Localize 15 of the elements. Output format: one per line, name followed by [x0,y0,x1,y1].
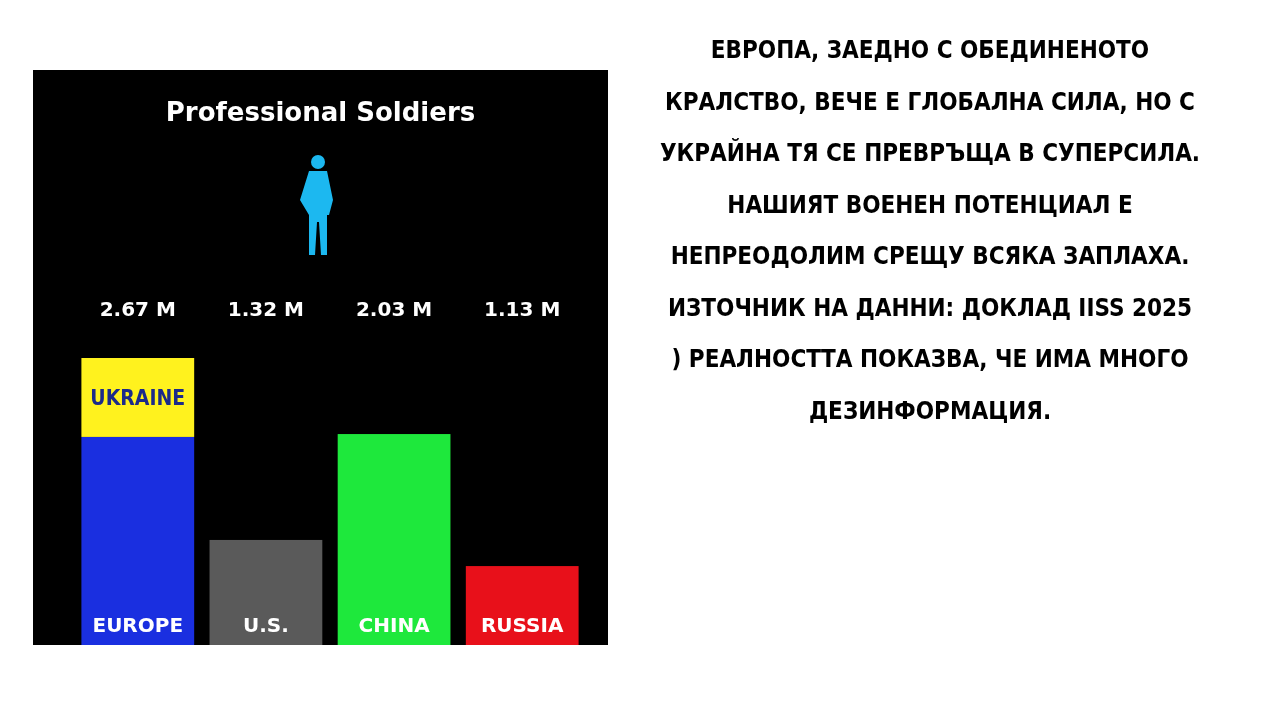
bar [337,434,451,645]
series-label: UKRAINE [90,386,186,411]
text: 2.03 M [355,297,433,321]
text: 1.32 M [227,297,305,321]
text: 2.67 M [99,297,176,321]
bar [81,436,195,645]
bar [465,566,579,645]
text: ЕВРОПА, ЗАЕДНО С ОБЕДИНЕНОТО КРАЛСТВО, ВЕЧЕ Е ГЛОБАЛНА СИЛА, НО С УКРАЙНА ТЯ СЕ ПРЕВРЪЩА В СУПЕРСИЛА. НАШИЯТ ВОЕНЕН ПОТЕНЦИАЛ Е НЕПРЕОДОЛИМ СРЕЩУ ВСЯКА ЗАПЛАХА. ИЗТОЧНИК НА ДАННИ: ДОКЛАД IISS 2025 ) РЕАЛНОСТТА ПОКАЗВА, ЧЕ ИМА МНОГО ДЕЗИНФОРМАЦИЯ. [659,36,1201,425]
x-tick-label: U.S. [243,613,289,637]
x-tick-label: RUSSIA [480,613,564,637]
text: 1.13 M [484,297,561,321]
chart-title: Professional Soldiers [165,97,476,127]
x-tick-label: EUROPE [92,613,184,637]
x-tick-label: CHINA [358,613,431,637]
bar [209,539,323,645]
